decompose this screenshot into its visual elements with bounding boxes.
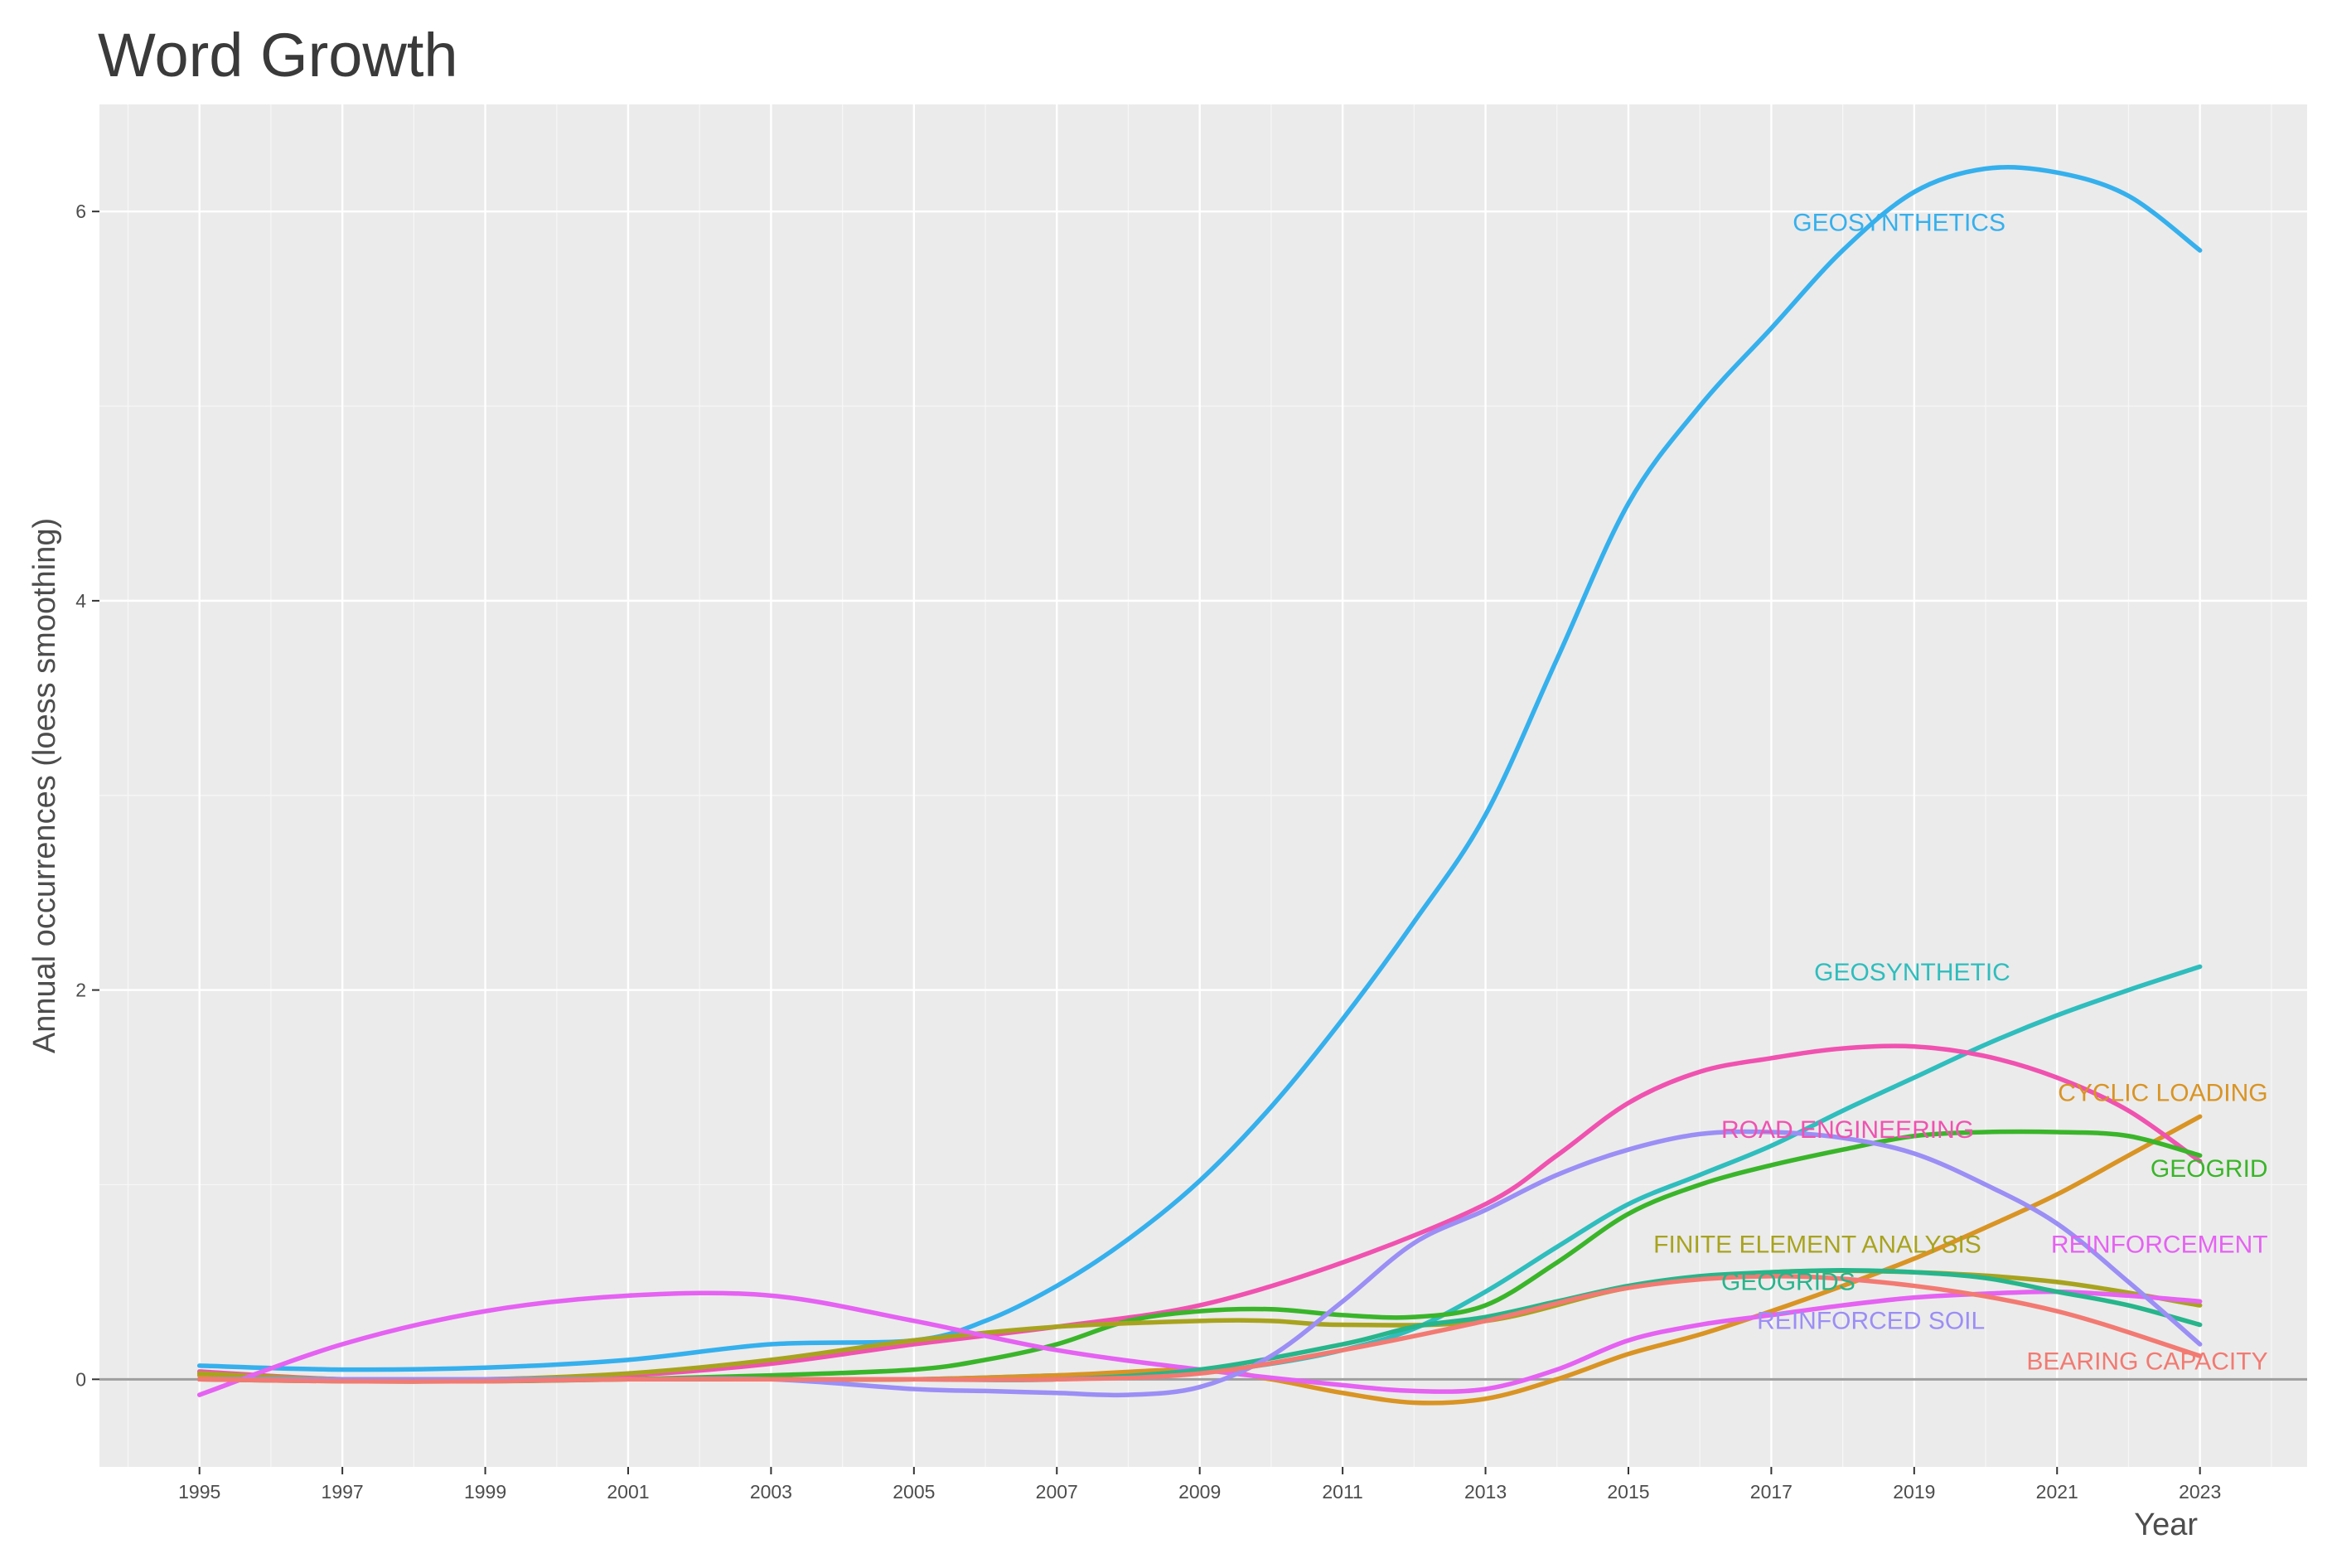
x-tick-label-2005: 2005 [893,1481,935,1503]
x-tick-label-2023: 2023 [2179,1481,2221,1503]
minor-gridlines [99,104,2307,1467]
series-label-geosynthetics: GEOSYNTHETICS [1793,210,2005,237]
series-line-bearing-capacity [196,1274,2203,1384]
x-tick-label-2007: 2007 [1036,1481,1078,1503]
x-tick-label-1999: 1999 [464,1481,506,1503]
x-tick-label-2015: 2015 [1607,1481,1649,1503]
y-tick-label-0: 0 [75,1368,86,1390]
x-axis-ticks: 1995 1997 1999 2001 2003 2005 2007 2009 2011 2013… [178,1467,2221,1503]
series-line-geosynthetics [196,165,2203,1372]
y-tick-label-4: 4 [75,590,86,612]
series-label-reinforcement: REINFORCEMENT [2051,1232,2268,1259]
x-tick-label-2017: 2017 [1750,1481,1793,1503]
x-tick-label-2021: 2021 [2036,1481,2078,1503]
series-label-cyclic-loading: CYCLIC LOADING [2058,1079,2267,1106]
plot-background [99,104,2307,1467]
x-tick-label-1995: 1995 [178,1481,220,1503]
y-axis-ticks: 0 2 4 6 [75,201,99,1390]
series-label-geosynthetic: GEOSYNTHETIC [1814,959,2010,986]
x-tick-label-2013: 2013 [1464,1481,1507,1503]
series-label-bearing-capacity: BEARING CAPACITY [2026,1348,2267,1376]
chart-title: Word Growth [98,21,458,90]
x-tick-label-2011: 2011 [1322,1481,1362,1503]
series-label-road-engineering: ROAD ENGINEERING [1721,1116,1974,1144]
x-axis-title: Year [2134,1508,2198,1542]
x-tick-label-2009: 2009 [1178,1481,1221,1503]
series-label-reinforced-soil: REINFORCED SOIL [1757,1307,1985,1334]
x-tick-label-1997: 1997 [322,1481,364,1503]
x-tick-label-2001: 2001 [607,1481,649,1503]
series-label-geogrid: GEOGRID [2151,1155,2268,1183]
series-label-geogrids: GEOGRIDS [1721,1268,1855,1295]
series-label-finite-element-analysis: FINITE ELEMENT ANALYSIS [1653,1232,1981,1259]
series-line-reinforcement [196,1289,2203,1397]
series-labels: GEOSYNTHETICS GEOSYNTHETIC CYCLIC LOADING R… [1653,210,2267,1376]
y-axis-title: Annual occurrences (loess smoothing) [27,518,62,1053]
y-tick-label-6: 6 [75,201,86,222]
y-tick-label-2: 2 [75,980,86,1001]
series-lines [196,165,2203,1406]
x-tick-label-2003: 2003 [750,1481,792,1503]
x-tick-label-2019: 2019 [1893,1481,1935,1503]
